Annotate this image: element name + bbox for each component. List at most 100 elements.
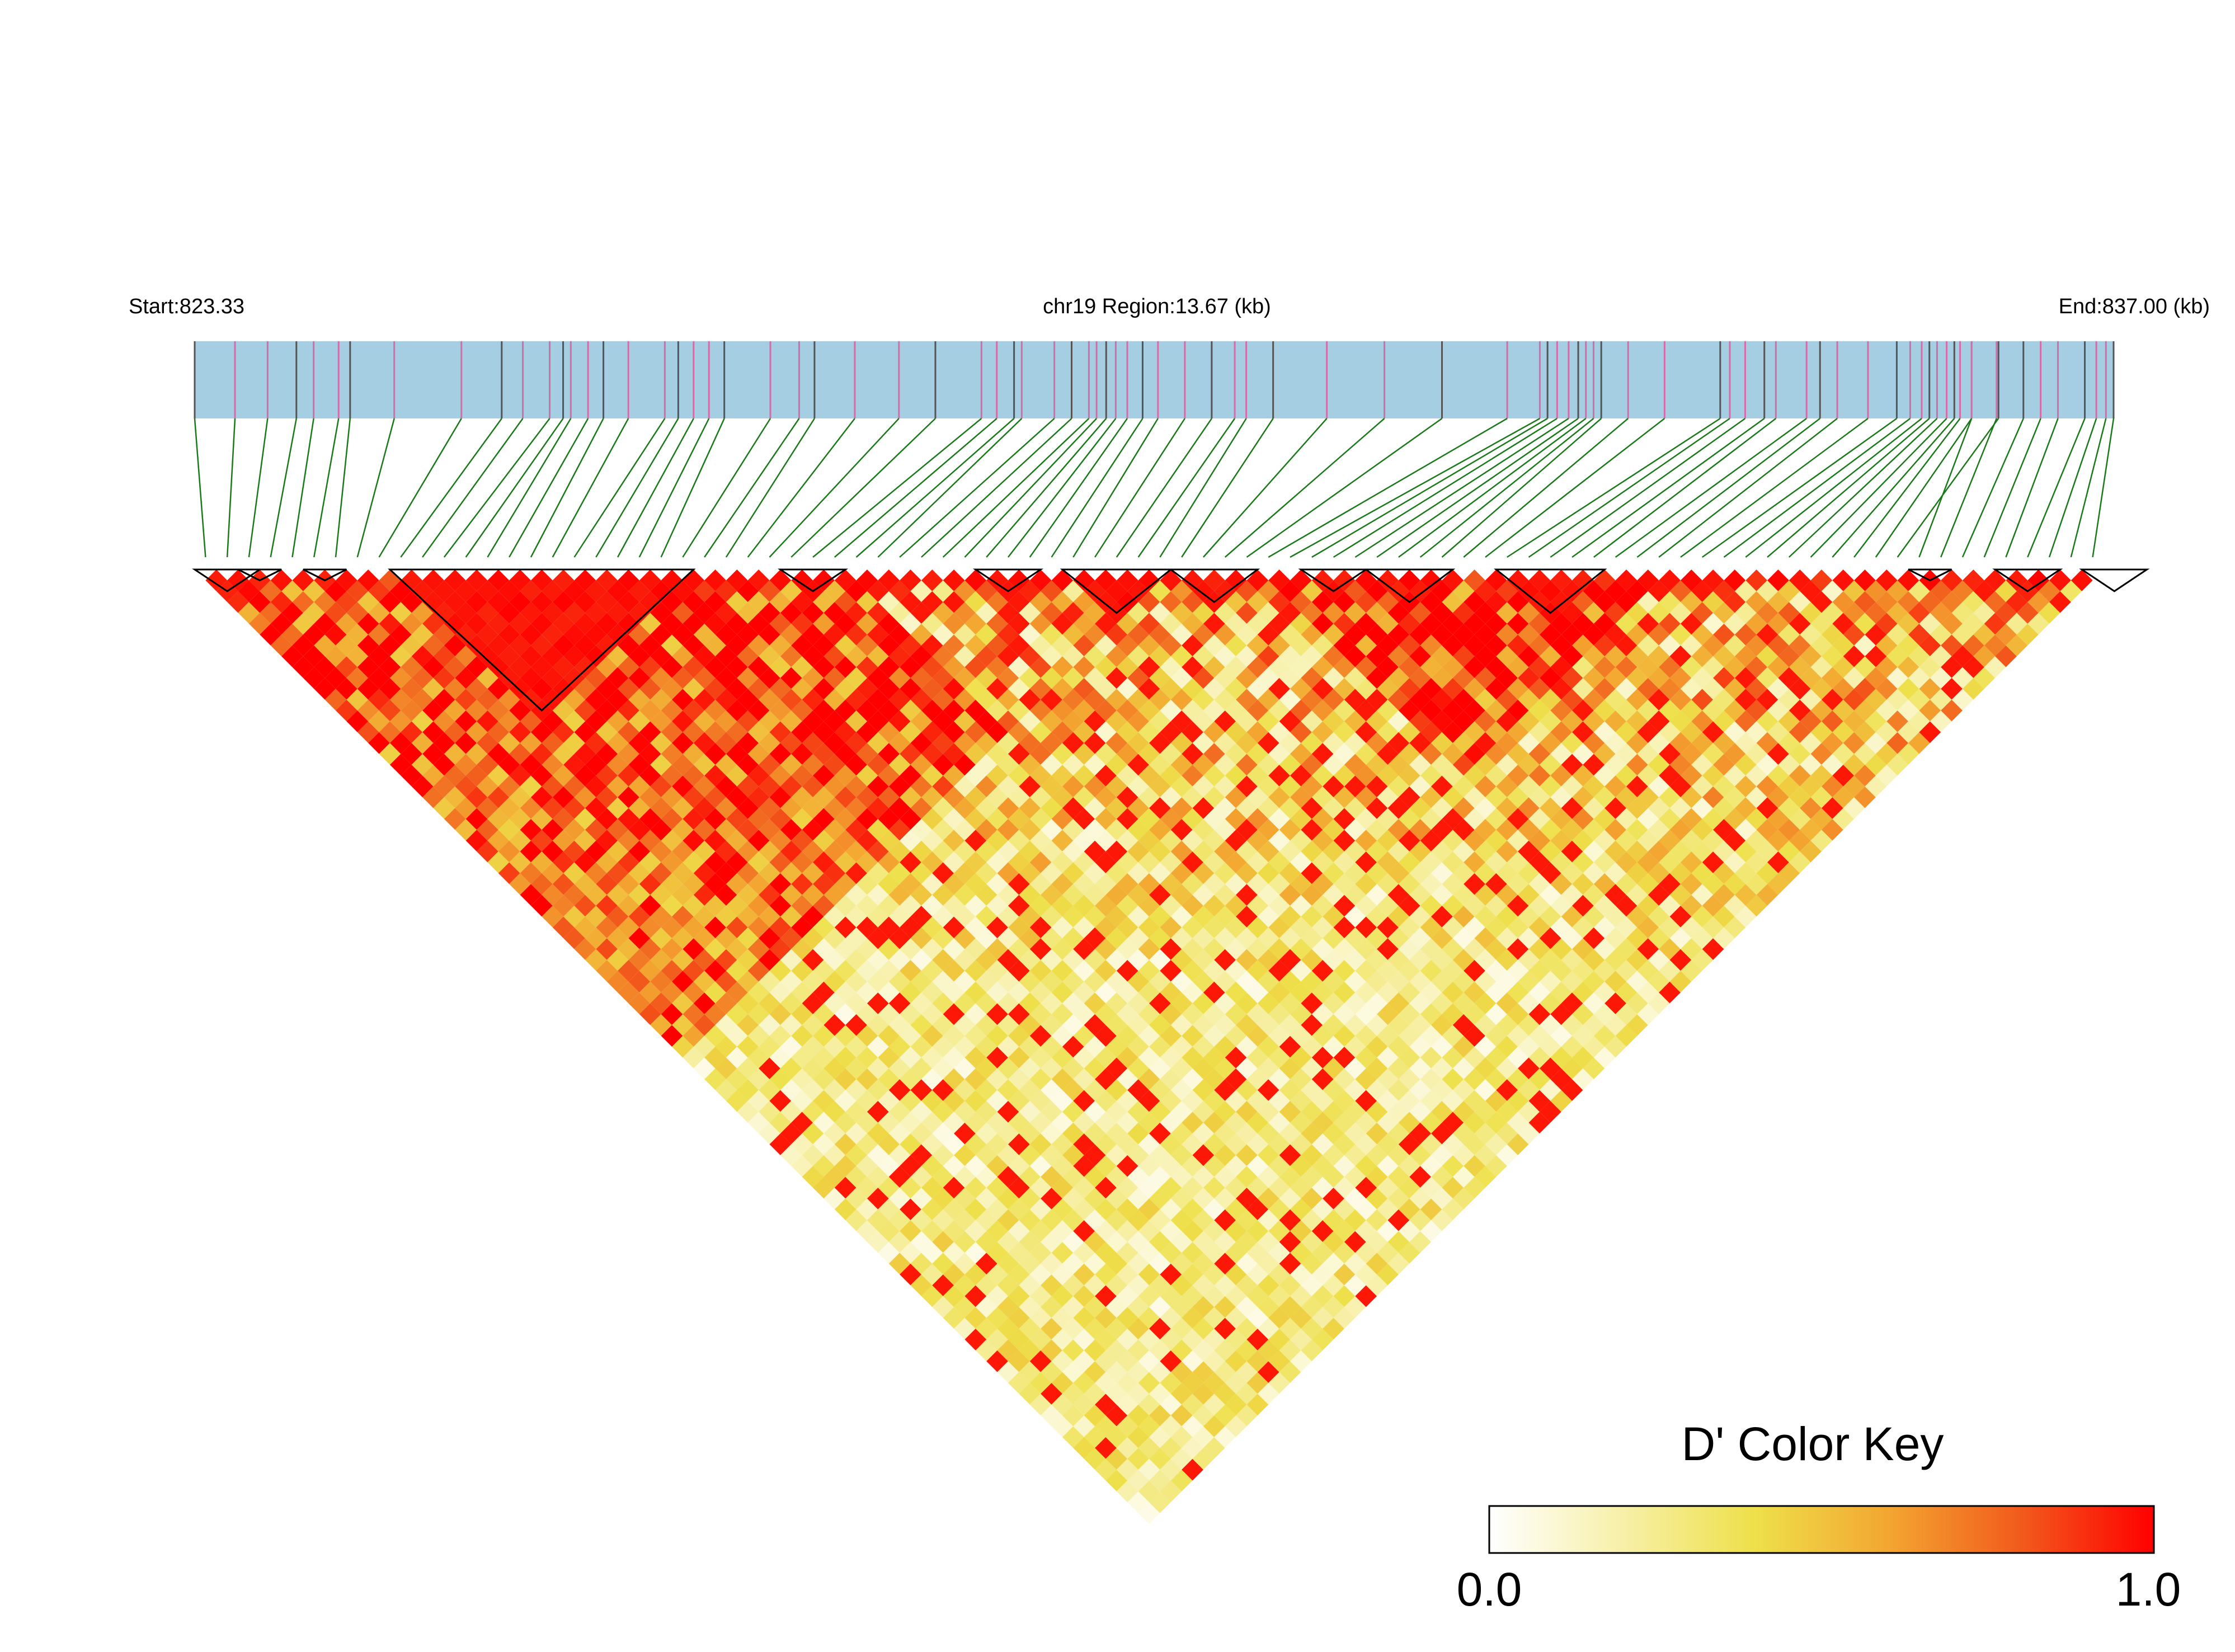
ld-cell [1583, 971, 1605, 993]
ld-cell [1973, 645, 1996, 667]
ld-cell [1637, 570, 1659, 591]
ld-cell [1561, 775, 1583, 798]
snp-connector [595, 418, 679, 558]
ld-cell [1409, 1014, 1432, 1036]
ld-cell [1550, 699, 1573, 722]
ld-cell [1116, 938, 1138, 960]
ld-cell [1246, 1329, 1269, 1350]
ld-cell [639, 830, 661, 852]
ld-cell [693, 580, 716, 603]
ld-cell [1062, 710, 1084, 732]
ld-cell [661, 743, 683, 765]
ld-cell [1095, 721, 1117, 743]
ld-cell [791, 808, 813, 830]
ld-cell [1138, 1112, 1160, 1134]
ld-cell [1420, 743, 1442, 765]
ld-cell [542, 862, 564, 884]
ld-cell [1084, 1426, 1106, 1448]
ld-cell [1073, 981, 1095, 1004]
ld-cell [487, 591, 510, 613]
ld-cell [780, 754, 802, 776]
ld-cell [628, 602, 651, 624]
ld-cell [1539, 754, 1561, 776]
ld-cell [1214, 623, 1236, 646]
ld-cell [1279, 1122, 1301, 1145]
ld-cell [954, 1253, 976, 1275]
ld-cell [824, 949, 846, 971]
ld-cell [389, 580, 412, 603]
ld-cell [1257, 818, 1279, 841]
ld-cell [639, 656, 661, 678]
ld-cell [1355, 938, 1377, 960]
ld-cell [606, 710, 629, 732]
ld-cell [1648, 862, 1670, 884]
ld-cell [1041, 1057, 1062, 1080]
ld-cell [1290, 895, 1312, 917]
ld-cell [650, 667, 672, 689]
ld-cell [1561, 623, 1583, 646]
ld-cell [900, 656, 921, 678]
ld-cell [563, 623, 585, 646]
ld-cell [1528, 591, 1551, 613]
ld-cell [520, 818, 542, 841]
ld-cell [975, 1036, 997, 1058]
ld-cell [1029, 634, 1052, 657]
ld-cell [1268, 1155, 1291, 1177]
ld-cell [824, 667, 846, 689]
ld-cell [1734, 689, 1757, 711]
ld-cell [552, 873, 575, 895]
ld-cell [1626, 992, 1648, 1014]
ld-cell [1539, 710, 1561, 732]
ld-cell [856, 1112, 878, 1134]
ld-cell [422, 677, 444, 700]
ld-cell [715, 905, 737, 928]
snp-connector [855, 418, 1015, 558]
ld-cell [1496, 667, 1518, 689]
ld-cell [411, 710, 434, 732]
ld-cell [1095, 764, 1117, 787]
ld-cell [791, 634, 813, 657]
ld-cell [888, 1036, 911, 1058]
ld-cell [1615, 613, 1638, 635]
ld-cell [1756, 818, 1778, 841]
ld-cell [737, 971, 759, 993]
ld-cell [661, 1025, 683, 1047]
ld-cell [759, 1014, 780, 1036]
ld-cell [596, 743, 618, 765]
snp-connector [1202, 418, 1328, 558]
ld-cell [1810, 830, 1833, 852]
ld-cell [943, 938, 965, 960]
ld-cell [1377, 591, 1399, 613]
ld-cell [943, 1155, 965, 1177]
ld-cell [1105, 1448, 1128, 1470]
ld-cell [1886, 602, 1909, 624]
ld-cell [1420, 699, 1442, 722]
ld-cell [834, 830, 857, 852]
ld-cell [1626, 884, 1648, 906]
ld-cell [379, 743, 401, 765]
ld-cell [986, 743, 1008, 765]
ld-cell [336, 634, 357, 657]
ld-cell [737, 623, 759, 646]
ld-cell [1029, 699, 1052, 722]
ld-cell [1041, 580, 1062, 603]
ld-cell [737, 775, 759, 798]
ld-cell [1377, 830, 1399, 852]
ld-cell [618, 613, 639, 635]
ld-cell [1290, 1263, 1312, 1286]
ld-cell [791, 656, 813, 678]
ld-cell [1268, 981, 1291, 1004]
ld-cell [1246, 1241, 1269, 1264]
ld-cell [1507, 1090, 1529, 1112]
ld-cell [509, 830, 531, 852]
ld-cell [1734, 905, 1757, 928]
ld-cell [379, 613, 401, 635]
ld-cell [1387, 580, 1410, 603]
ld-cell [1366, 1122, 1388, 1145]
ld-cell [1734, 732, 1757, 754]
ld-cell [1452, 689, 1475, 711]
ld-cell [1377, 656, 1399, 678]
ld-cell [1029, 1241, 1052, 1264]
ld-cell [1669, 905, 1692, 928]
ld-cell [1323, 949, 1344, 971]
